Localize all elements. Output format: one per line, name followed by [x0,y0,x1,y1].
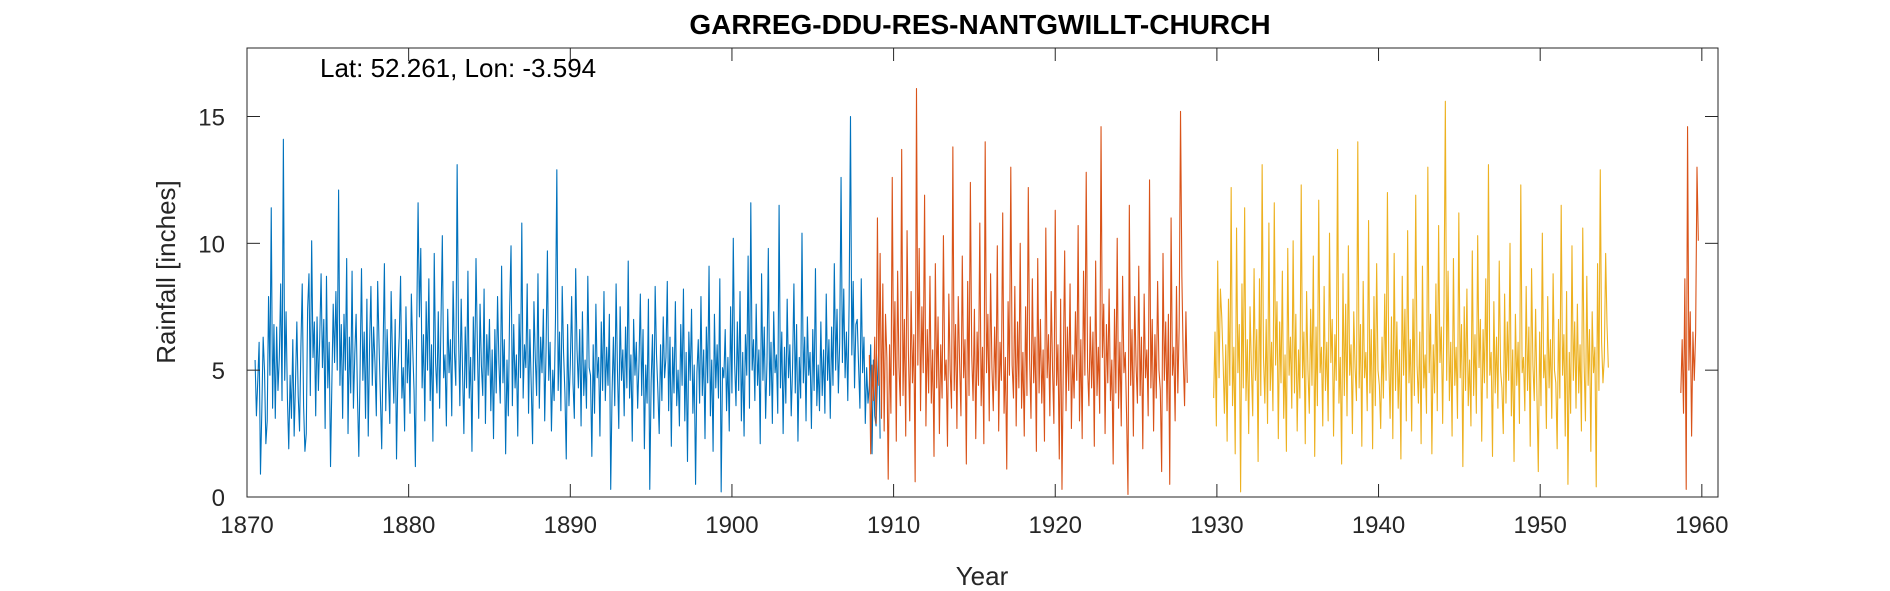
x-tick-label: 1910 [867,512,920,539]
series-layer [254,88,1699,496]
x-tick-label: 1940 [1352,512,1405,539]
chart-title: GARREG-DDU-RES-NANTGWILLT-CHURCH [689,9,1270,40]
y-tick-label: 10 [198,231,225,258]
series-line-4 [1680,126,1699,490]
x-axis-label: Year [956,561,1009,591]
ticks-layer: 1870 1880 1890 1900 1910 1920 1930 1940 1950 1960… [198,48,1729,539]
x-tick-label: 1890 [544,512,597,539]
x-tick-label: 1900 [705,512,758,539]
x-tick-label: 1870 [220,512,273,539]
y-tick-label: 5 [212,358,225,385]
x-tick-label: 1950 [1513,512,1566,539]
y-tick-label: 15 [198,104,225,131]
x-tick-label: 1880 [382,512,435,539]
x-tick-label: 1930 [1190,512,1243,539]
x-tick-label: 1960 [1675,512,1728,539]
series-line-3 [1213,100,1609,493]
series-line-2 [868,88,1188,496]
y-tick-label: 0 [212,485,225,512]
coordinates-annotation: Lat: 52.261, Lon: -3.594 [320,53,596,83]
series-line-1 [254,115,881,493]
y-axis-label: Rainfall [inches] [151,180,181,364]
x-tick-label: 1920 [1029,512,1082,539]
